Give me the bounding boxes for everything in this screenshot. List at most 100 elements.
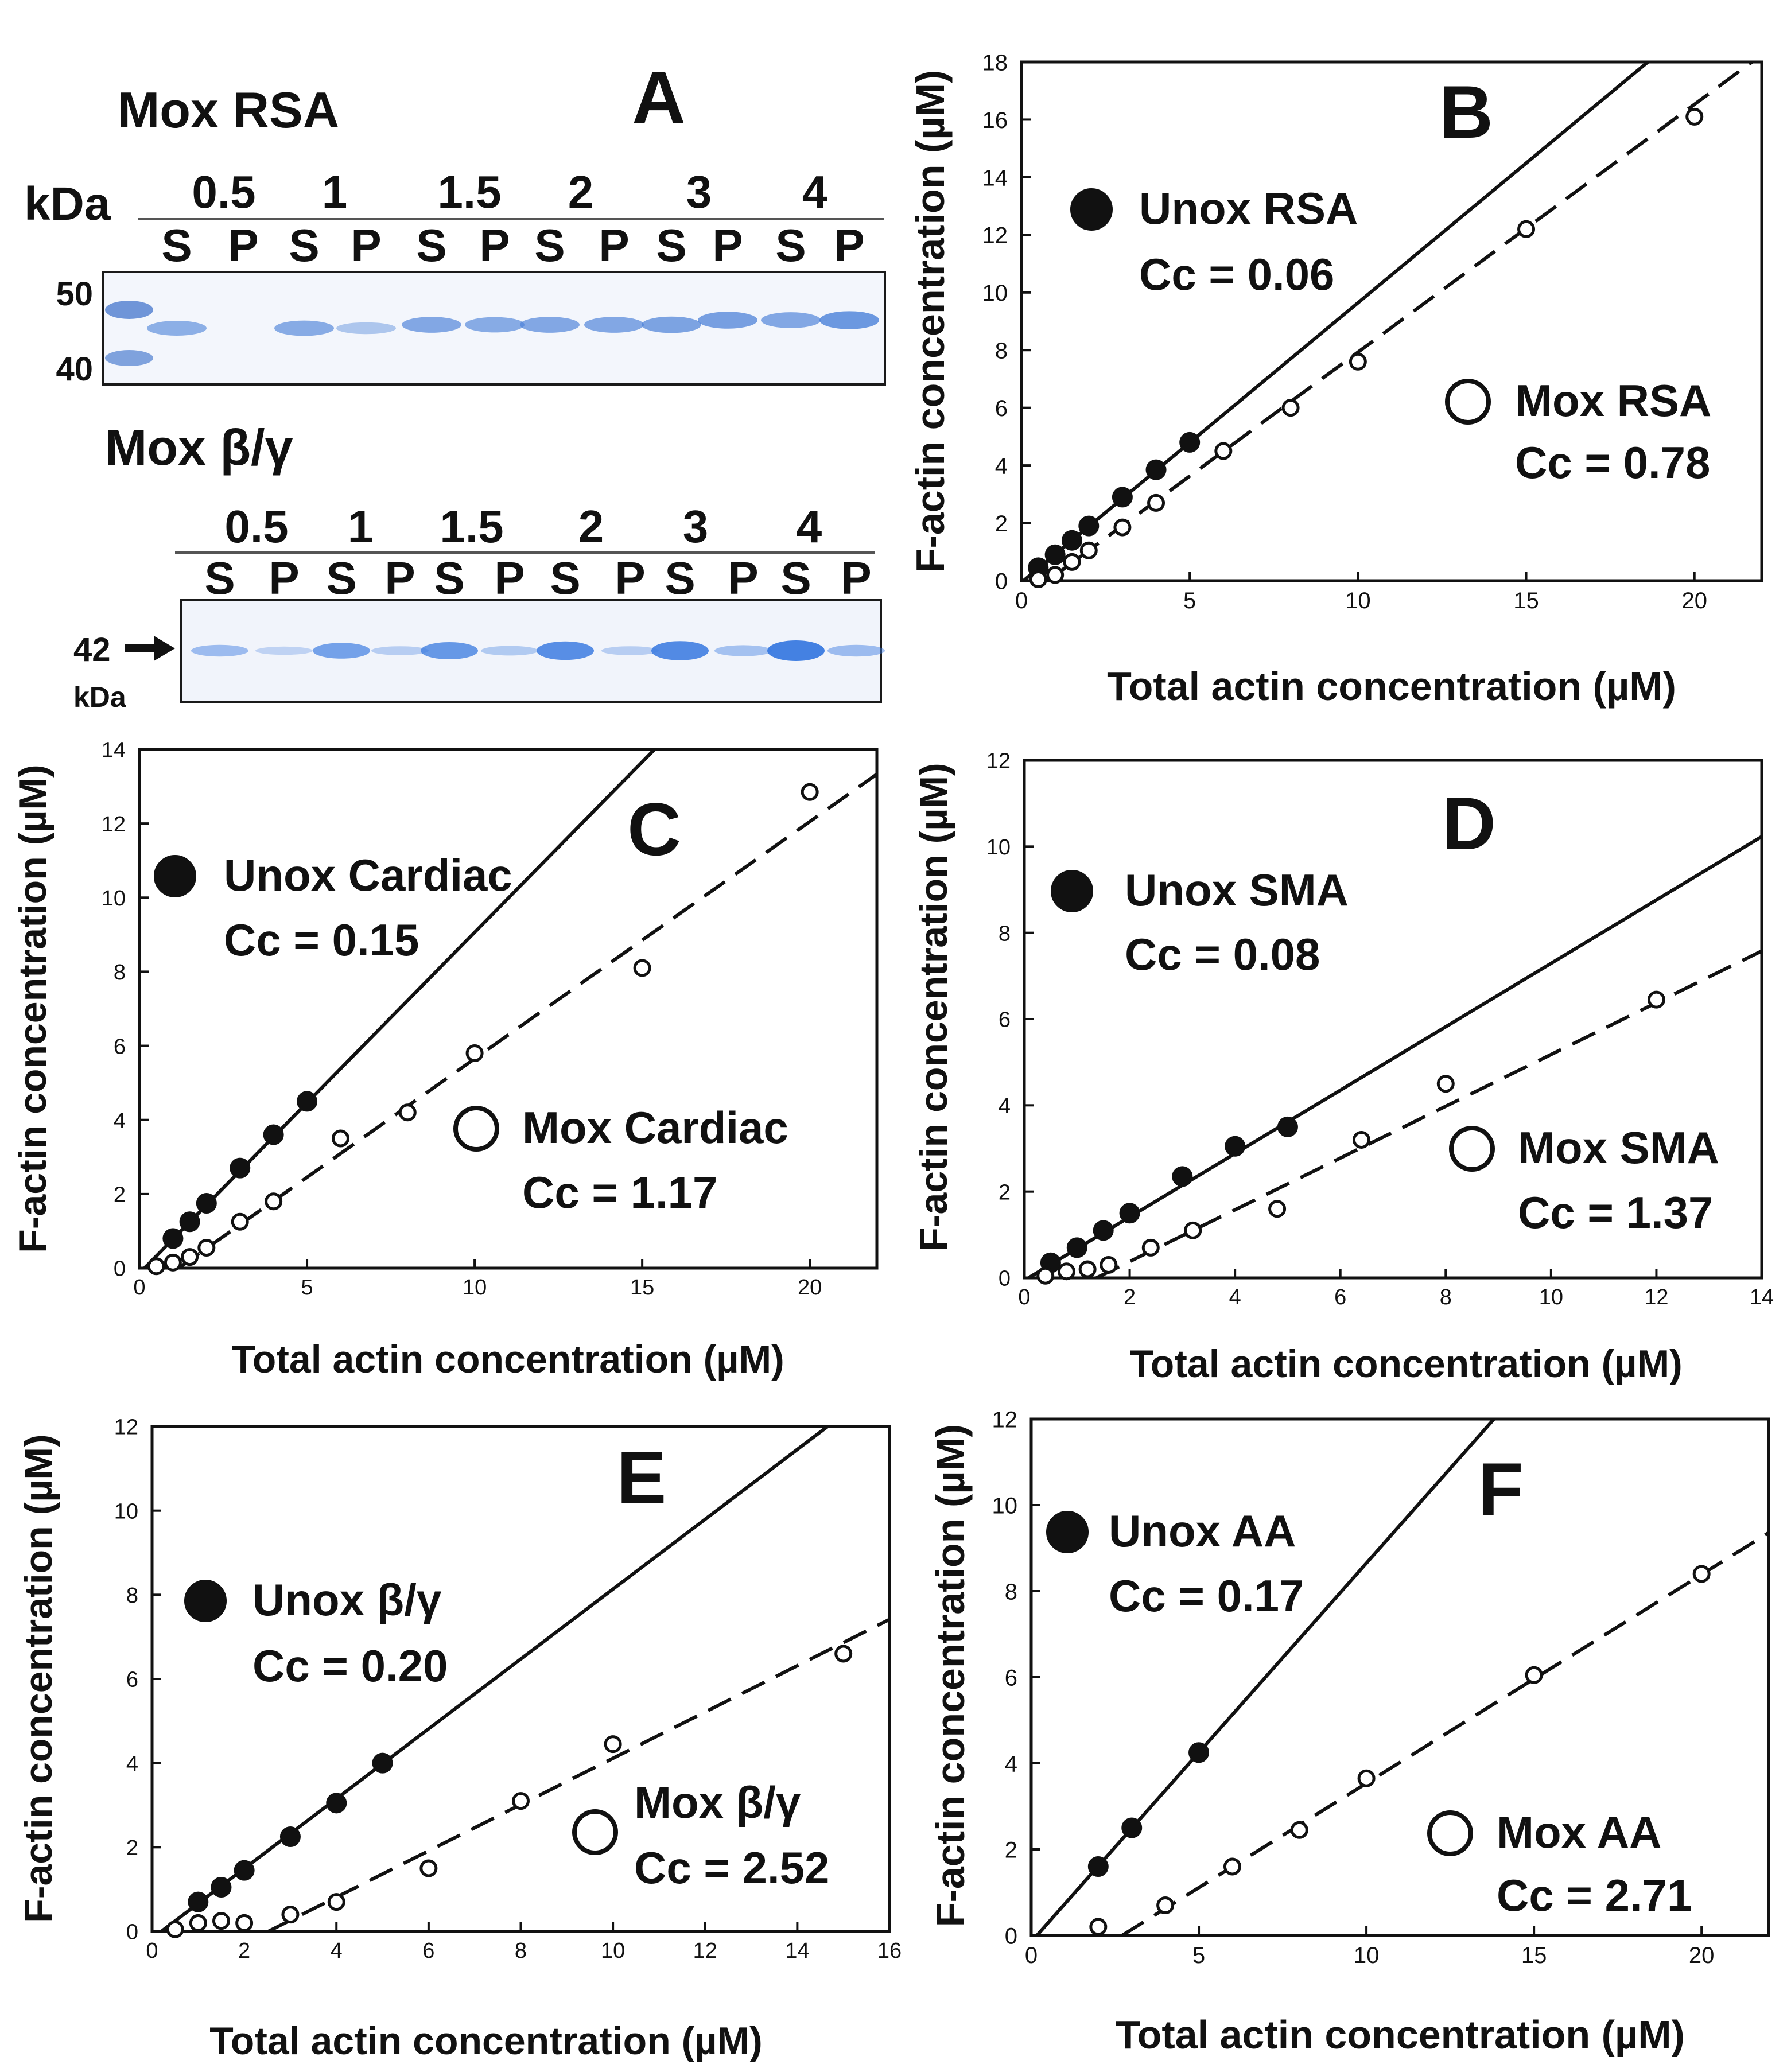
x-tick-label: 0 bbox=[146, 1939, 158, 1963]
data-point bbox=[166, 1920, 184, 1938]
data-point bbox=[1036, 1266, 1055, 1285]
y-tick-label: 0 bbox=[999, 1267, 1011, 1291]
gel-bottom-marker-42: 42 bbox=[73, 631, 111, 668]
y-tick-label: 0 bbox=[995, 569, 1008, 594]
gel-bottom-conc-label: 0.5 bbox=[224, 501, 288, 552]
gel-bottom-lane-label: S bbox=[204, 553, 235, 604]
gel-top-concentrations: 0.5 1 1.5 2 3 4 bbox=[192, 166, 827, 217]
gel-bottom-band bbox=[255, 646, 313, 655]
y-axis-label: F-actin concentration (µM) bbox=[928, 1424, 973, 1927]
chart-panel-f: 0 5 10 15 20 0 2 4 6 8 10 12 Total actin concentrati… bbox=[928, 1407, 1770, 2057]
data-point bbox=[234, 1860, 255, 1881]
gel-top-lane-label: S bbox=[775, 220, 806, 271]
data-point bbox=[326, 1793, 347, 1814]
y-axis-label: F-actin concentration (µM) bbox=[17, 1434, 60, 1922]
x-tick-label: 8 bbox=[1440, 1285, 1452, 1309]
gel-bottom-lane-label: P bbox=[494, 553, 525, 604]
data-point bbox=[1525, 1666, 1543, 1684]
y-axis-label: F-actin concentration (µM) bbox=[912, 763, 955, 1251]
gel-bottom-conc-label: 3 bbox=[683, 501, 709, 552]
x-axis-label: Total actin concentration (µM) bbox=[1129, 1342, 1683, 1386]
legend-series-name: Unox RSA bbox=[1139, 183, 1358, 234]
data-point bbox=[196, 1193, 217, 1214]
data-point bbox=[604, 1735, 622, 1754]
gel-top-band bbox=[584, 317, 644, 333]
panel-letter: B bbox=[1439, 70, 1493, 154]
gel-top-kda-label: kDa bbox=[24, 178, 111, 230]
panel-letter: C bbox=[627, 787, 681, 871]
x-tick-label: 14 bbox=[1750, 1285, 1774, 1309]
data-point bbox=[1156, 1896, 1175, 1914]
gel-bottom-bands bbox=[191, 640, 885, 661]
legend-series-name: Mox β/γ bbox=[634, 1777, 801, 1828]
data-point bbox=[197, 1238, 216, 1257]
x-tick-label: 5 bbox=[301, 1276, 313, 1300]
y-tick-label: 4 bbox=[999, 1094, 1011, 1118]
x-tick-label: 10 bbox=[1539, 1285, 1563, 1309]
x-axis-label: Total actin concentration (µM) bbox=[1116, 2012, 1685, 2057]
data-point bbox=[1046, 566, 1065, 584]
x-tick-label: 14 bbox=[785, 1939, 809, 1963]
chart-panel-d: 0 2 4 6 8 10 12 14 0 2 4 6 8 10 12 Total actin concentr… bbox=[912, 749, 1774, 1386]
y-tick-label: 12 bbox=[114, 1416, 138, 1440]
data-point bbox=[279, 1826, 301, 1847]
chart-panel-b: 0 5 10 15 20 0 2 4 6 8 10 12 14 16 18 Total actin conce… bbox=[908, 50, 1763, 709]
y-tick-label: 10 bbox=[114, 1499, 138, 1523]
legend-cc-value: Cc = 0.08 bbox=[1125, 929, 1320, 979]
data-point bbox=[1225, 1136, 1246, 1157]
plot-frame bbox=[138, 748, 879, 1270]
legend-series-name: Unox Cardiac bbox=[224, 850, 512, 900]
data-point bbox=[372, 1752, 393, 1774]
x-tick-label: 10 bbox=[601, 1939, 625, 1963]
gel-bottom-lane-label: P bbox=[728, 553, 758, 604]
y-tick-label: 2 bbox=[995, 511, 1008, 537]
data-point bbox=[230, 1157, 251, 1179]
series-line-unox-sma bbox=[1027, 834, 1762, 1278]
legend-series-name: Mox RSA bbox=[1515, 375, 1711, 426]
gel-top-lane-label: S bbox=[161, 220, 192, 271]
data-point bbox=[801, 783, 819, 801]
gel-bottom-band bbox=[481, 646, 538, 656]
legend-series-name: Unox SMA bbox=[1125, 865, 1349, 915]
y-tick-label: 12 bbox=[992, 1407, 1018, 1432]
legend-marker bbox=[154, 855, 196, 897]
series-line-unox-aa bbox=[1035, 1419, 1497, 1935]
chart-panel-c: 0 5 10 15 20 0 2 4 6 8 10 12 14 Total actin concentra… bbox=[11, 738, 879, 1381]
panel-a-letter: A bbox=[632, 56, 686, 139]
data-point bbox=[1290, 1821, 1308, 1839]
data-point bbox=[1089, 1918, 1108, 1936]
gel-bottom-lane-label: S bbox=[780, 553, 811, 604]
legend-marker bbox=[572, 1809, 618, 1855]
y-tick-label: 8 bbox=[126, 1584, 138, 1608]
y-tick-label: 6 bbox=[114, 1035, 126, 1059]
data-point bbox=[1188, 1742, 1210, 1763]
x-tick-label: 2 bbox=[238, 1939, 250, 1963]
y-tick-label: 0 bbox=[114, 1257, 126, 1281]
legend-series-name: Mox AA bbox=[1497, 1807, 1661, 1857]
data-point bbox=[1061, 530, 1082, 551]
y-tick-label: 8 bbox=[999, 922, 1011, 946]
x-tick-label: 15 bbox=[1521, 1943, 1547, 1968]
y-tick-label: 2 bbox=[114, 1183, 126, 1207]
data-point bbox=[297, 1091, 318, 1112]
gel-top-band bbox=[642, 316, 701, 333]
gel-top-lane-label: P bbox=[599, 220, 629, 271]
data-point bbox=[1517, 220, 1536, 238]
gel-bottom-lane-label: P bbox=[269, 553, 299, 604]
legend-cc-value: Cc = 1.37 bbox=[1518, 1187, 1713, 1238]
x-tick-label: 0 bbox=[133, 1276, 145, 1300]
y-tick-label: 12 bbox=[986, 749, 1011, 773]
gel-bottom-conc-label: 2 bbox=[578, 501, 604, 552]
data-point bbox=[235, 1914, 254, 1932]
x-tick-label: 20 bbox=[1681, 588, 1707, 613]
x-tick-label: 4 bbox=[331, 1939, 343, 1963]
gel-top-band bbox=[698, 312, 757, 329]
legend-cc-value: Cc = 0.17 bbox=[1109, 1570, 1304, 1621]
chart-panel-e: 0 2 4 6 8 10 12 14 16 0 2 4 6 8 10 12 Total actin concen… bbox=[17, 1416, 902, 2063]
legend-marker bbox=[184, 1580, 227, 1622]
gel-bottom-band bbox=[601, 646, 659, 655]
series-line-mox-rsa bbox=[1046, 62, 1755, 581]
x-tick-label: 6 bbox=[422, 1939, 434, 1963]
